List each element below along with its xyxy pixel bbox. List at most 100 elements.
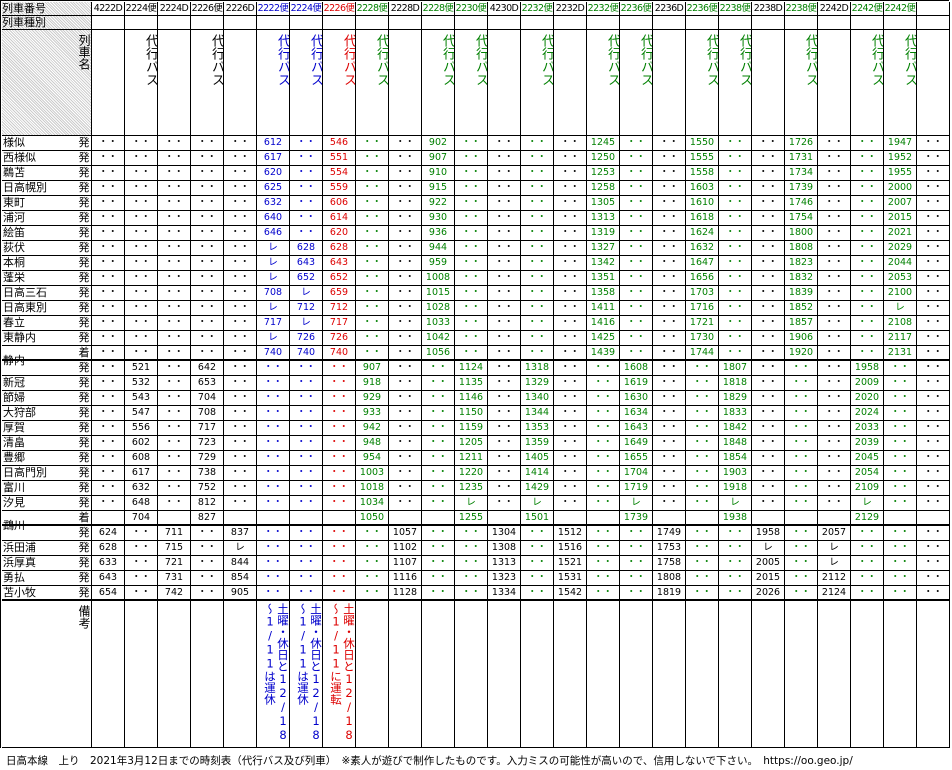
time-cell: ・・: [455, 271, 488, 286]
row-line: [2, 211, 92, 226]
time-cell: ・・: [389, 256, 422, 271]
station-kind: 発: [78, 301, 90, 314]
time-cell: ・・: [158, 226, 191, 241]
time-cell: ・・: [521, 331, 554, 346]
time-cell: ・・: [752, 496, 785, 511]
time-cell: ・・: [554, 226, 587, 241]
station-kind: 発: [78, 211, 90, 224]
time-cell: ・・: [323, 586, 356, 601]
row-line: [2, 391, 92, 406]
time-cell: ・・: [554, 466, 587, 481]
time-cell: 2009: [851, 376, 884, 391]
train-type-cell: [785, 16, 818, 30]
time-cell: ・・: [191, 346, 224, 361]
train-name: 代行バス: [323, 30, 356, 136]
time-cell: ・・: [686, 376, 719, 391]
train-number: 2224便: [125, 2, 158, 16]
time-cell: ・・: [851, 196, 884, 211]
time-cell: 1839: [785, 286, 818, 301]
time-cell: 1033: [422, 316, 455, 331]
time-cell: ・・: [257, 571, 290, 586]
time-cell: ・・: [224, 436, 257, 451]
time-cell: 2129: [851, 511, 884, 526]
time-cell: ・・: [488, 331, 521, 346]
time-cell: ・・: [422, 586, 455, 601]
time-cell: 1042: [422, 331, 455, 346]
time-cell: ・・: [356, 166, 389, 181]
time-cell: ・・: [818, 391, 851, 406]
train-number: 2242便: [884, 2, 917, 16]
time-cell: ・・: [653, 181, 686, 196]
time-cell: 708: [191, 406, 224, 421]
row-line: [2, 271, 92, 286]
time-cell: ・・: [290, 421, 323, 436]
time-cell: ・・: [356, 316, 389, 331]
time-cell: 1739: [785, 181, 818, 196]
time-cell: ・・: [851, 316, 884, 331]
time-cell: 1647: [686, 256, 719, 271]
time-cell: ・・: [818, 151, 851, 166]
time-cell: 1159: [455, 421, 488, 436]
time-cell: ・・: [389, 316, 422, 331]
time-cell: ・・: [191, 196, 224, 211]
time-cell: ・・: [191, 226, 224, 241]
time-cell: 2005: [752, 556, 785, 571]
time-cell: [422, 511, 455, 526]
time-cell: 1405: [521, 451, 554, 466]
time-cell: ・・: [521, 241, 554, 256]
train-number: 2242便: [851, 2, 884, 16]
time-cell: 1308: [488, 541, 521, 556]
station-kind: 発: [78, 541, 90, 554]
time-cell: ・・: [356, 526, 389, 541]
time-cell: ・・: [686, 421, 719, 436]
time-cell: 1947: [884, 136, 917, 151]
time-cell: 1746: [785, 196, 818, 211]
time-cell: ・・: [158, 391, 191, 406]
time-cell: 652: [323, 271, 356, 286]
time-cell: ・・: [620, 166, 653, 181]
time-cell: 617: [257, 151, 290, 166]
time-cell: ・・: [587, 481, 620, 496]
time-cell: 1429: [521, 481, 554, 496]
time-cell: 1852: [785, 301, 818, 316]
row-line: [2, 136, 92, 151]
time-cell: ・・: [158, 406, 191, 421]
time-cell: ・・: [653, 406, 686, 421]
time-cell: ・・: [224, 181, 257, 196]
time-cell: ・・: [752, 151, 785, 166]
time-cell: ・・: [455, 526, 488, 541]
station-name: 本桐: [3, 256, 25, 269]
time-cell: ・・: [125, 331, 158, 346]
station-kind: 発: [78, 496, 90, 509]
time-cell: ・・: [125, 286, 158, 301]
time-cell: ・・: [653, 166, 686, 181]
table-frame: [0, 1, 1, 748]
time-cell: ・・: [521, 586, 554, 601]
train-number: 2232便: [587, 2, 620, 16]
time-cell: 608: [125, 451, 158, 466]
time-cell: ・・: [752, 136, 785, 151]
time-cell: ・・: [92, 211, 125, 226]
time-cell: ・・: [818, 346, 851, 361]
time-cell: ・・: [620, 286, 653, 301]
row-line: [2, 166, 92, 181]
time-cell: ・・: [554, 376, 587, 391]
time-cell: ・・: [125, 316, 158, 331]
time-cell: ・・: [752, 436, 785, 451]
station-name: 清畠: [3, 436, 25, 449]
time-cell: ・・: [653, 211, 686, 226]
time-cell: 551: [323, 151, 356, 166]
time-cell: ・・: [125, 211, 158, 226]
time-cell: ・・: [257, 421, 290, 436]
time-cell: ・・: [653, 196, 686, 211]
time-cell: ・・: [191, 211, 224, 226]
time-cell: ・・: [620, 331, 653, 346]
time-cell: ・・: [851, 541, 884, 556]
time-cell: ・・: [422, 391, 455, 406]
time-cell: ・・: [719, 301, 752, 316]
station-name: 苫小牧: [3, 586, 36, 599]
time-cell: 628: [290, 241, 323, 256]
time-cell: ・・: [884, 526, 917, 541]
train-name: [92, 30, 125, 136]
remark: [785, 601, 818, 748]
